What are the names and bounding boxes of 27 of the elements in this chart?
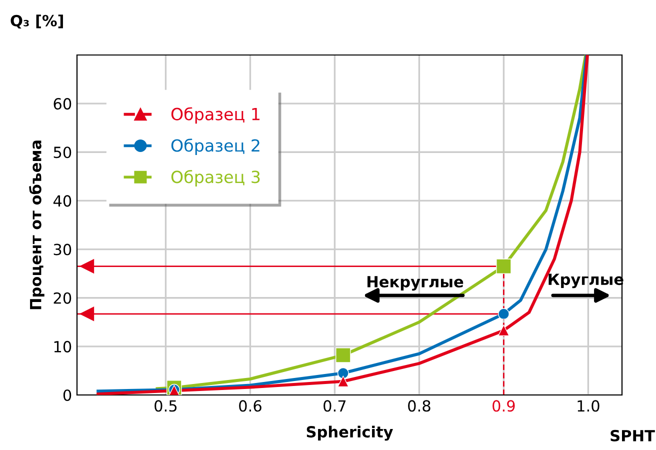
y-tick-label: 20 [54,292,72,304]
point [498,324,510,336]
x-tick-label: 0.6 [239,400,262,412]
text: SPHT [610,430,655,442]
x-tick-label: 0.7 [324,400,346,412]
legend-label: Образец 2 [171,138,260,156]
point [498,308,510,320]
legend-label: Образец 1 [171,107,260,124]
x-axis-title: Sphericity [306,426,393,441]
y-tick-label: 60 [54,98,72,110]
point [336,348,351,363]
point [337,376,349,388]
y-tick-label: 0 [63,389,72,402]
point [337,367,349,379]
y-tick-label: 30 [54,244,72,256]
point [496,258,512,274]
chart-title: Q₃ [%] [10,14,63,28]
y-tick-label: 10 [54,340,72,352]
legend-label: Образец 3 [171,170,260,186]
x-tick-label: 0.8 [408,400,430,412]
y-axis-title: Процент от объема [29,140,44,310]
annotation: Некруглые [368,276,464,291]
x-tick-label: 0.9 [492,400,515,412]
x-tick-label: 1.0 [578,400,600,412]
y-tick-label: 40 [53,195,72,207]
x-tick-label: 0.5 [154,400,177,412]
y-tick-label: 50 [54,146,72,158]
